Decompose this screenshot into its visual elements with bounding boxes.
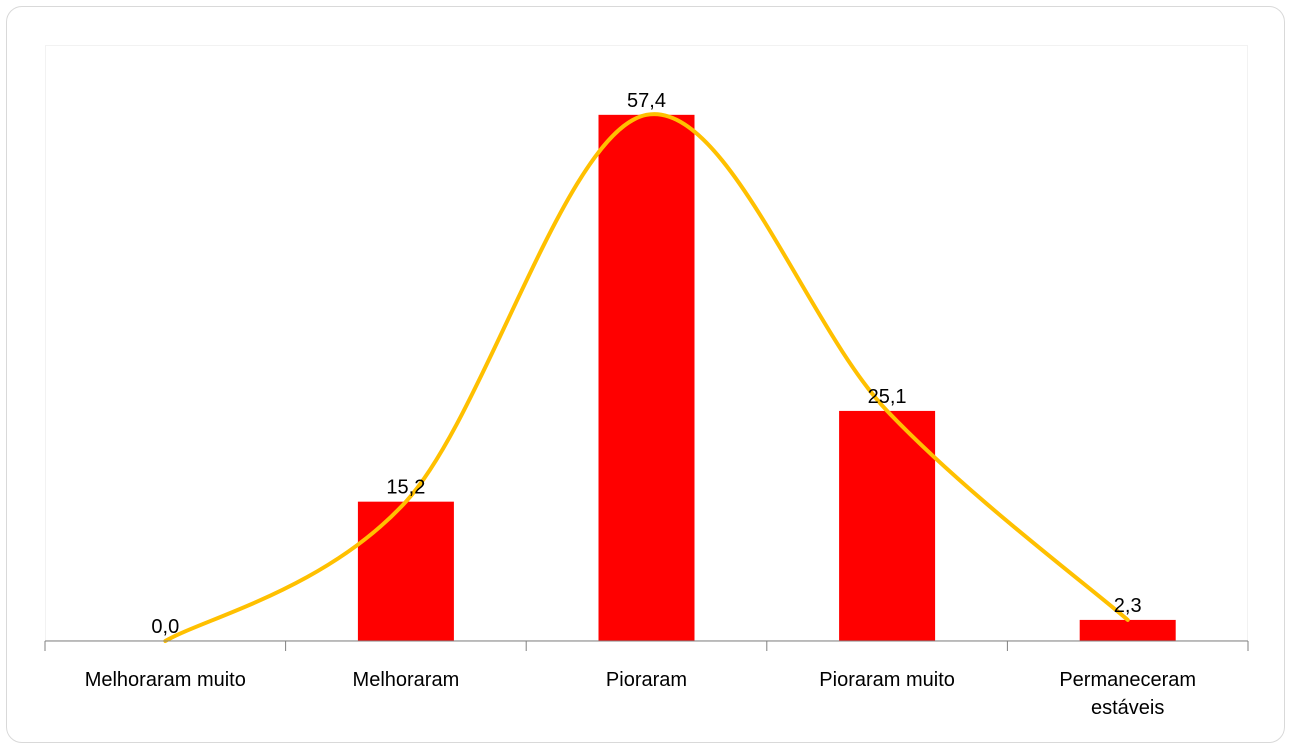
category-label-line: Pioraram muito	[819, 669, 955, 691]
bars-group	[357, 114, 1176, 642]
category-label-line: Permaneceram	[1059, 669, 1196, 691]
category-label-line: Pioraram	[606, 669, 687, 691]
data-label-4: 25,1	[868, 386, 907, 408]
bar-5	[1079, 619, 1176, 641]
data-label-1: 0,0	[151, 616, 179, 638]
data-label-3: 57,4	[627, 90, 666, 112]
category-label-5: Permaneceram estáveis	[1059, 669, 1196, 719]
category-label-4: Pioraram muito	[819, 669, 955, 691]
category-labels-group: Melhoraram muito Melhoraram Pioraram Piorar…	[85, 669, 1196, 719]
bar-3	[598, 114, 695, 642]
trend-line-group	[163, 112, 1130, 643]
category-label-2: Melhoraram	[353, 669, 460, 691]
bar-4	[839, 410, 936, 641]
bar-2	[357, 501, 454, 641]
data-label-5: 2,3	[1114, 595, 1142, 617]
category-label-1: Melhoraram muito	[85, 669, 246, 691]
data-label-2: 15,2	[386, 477, 425, 499]
category-label-line: Melhoraram	[353, 669, 460, 691]
category-label-3: Pioraram	[606, 669, 687, 691]
category-label-line: Melhoraram muito	[85, 669, 246, 691]
trend-line	[163, 112, 1130, 643]
category-label-line: estáveis	[1091, 697, 1164, 719]
x-axis	[44, 640, 1249, 651]
data-labels-group: 0,0 15,2 57,4 25,1 2,3	[151, 90, 1141, 638]
